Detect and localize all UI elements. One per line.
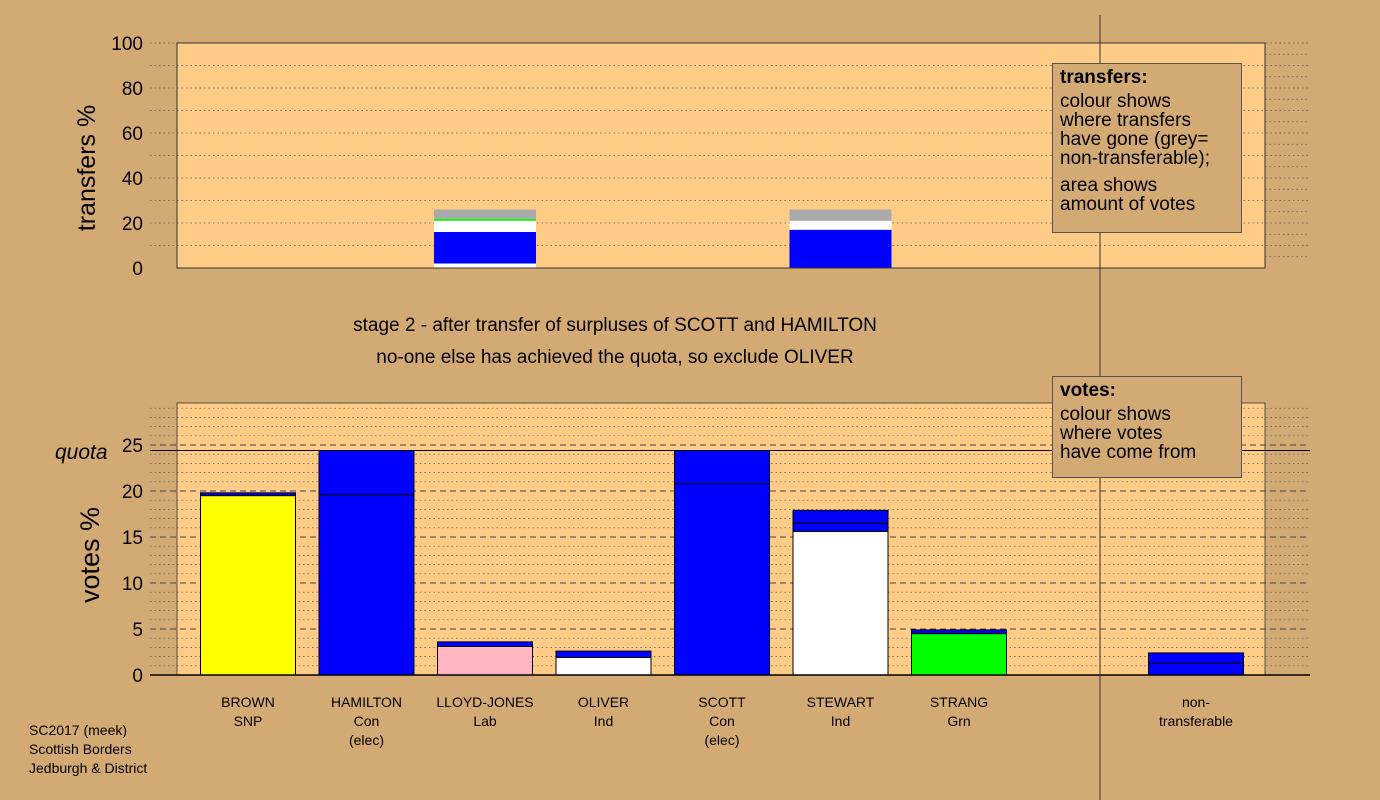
vote-segment [1148,662,1244,676]
top-y-ticks: 0 20 40 60 80 100 [111,34,143,280]
transfers-legend-line: amount of votes [1060,194,1196,215]
top-y-tick-label: 80 [122,79,143,100]
vote-segment [911,633,1007,676]
candidate-label: SCOTT [698,694,746,710]
vote-segment [792,509,889,524]
top-grid [150,42,1310,258]
vote-segment [200,492,296,497]
bottom-y-tick-label: 10 [122,574,143,595]
top-y-tick-label: 40 [122,169,143,190]
transfer-segment [434,218,536,221]
candidate-label: Con [709,713,735,729]
transfers-legend-line: have gone (grey= [1060,129,1209,150]
stage-caption: stage 2 - after transfer of surpluses of… [0,310,1230,374]
vote-segment [792,530,889,676]
candidate-label: non- [1182,694,1210,710]
transfer-segment [434,209,536,219]
candidate-label: Ind [594,713,613,729]
transfer-segment [434,263,536,268]
candidate-label: STEWART [807,694,875,710]
candidate-label: STRANG [930,694,988,710]
votes-legend-title: votes: [1060,380,1116,401]
top-y-tick-label: 60 [122,124,143,145]
bottom-y-ticks: 0 5 10 15 20 25 [122,436,143,687]
vote-segment [200,495,296,676]
candidate-label: Ind [831,713,850,729]
top-y-axis-label: transfers % [73,105,101,231]
vote-segment [437,645,533,676]
transfer-segment [789,220,892,230]
vote-segment [674,483,770,676]
footer-line: SC2017 (meek) [29,722,128,738]
stage-line-2: no-one else has achieved the quota, so e… [376,347,854,368]
votes-legend-line: have come from [1060,442,1197,463]
bottom-y-tick-label: 5 [132,620,143,641]
top-panel-border [176,42,1266,269]
votes-legend-line: colour shows [1060,404,1171,425]
votes-legend-line: where votes [1060,423,1163,444]
top-bars [434,209,892,268]
transfers-legend-line: where transfers [1060,110,1191,131]
vote-segment [1148,652,1244,664]
bottom-bars [200,450,1244,676]
transfer-segment [789,229,892,268]
footer-line: Scottish Borders [29,741,132,757]
transfers-legend-title: transfers: [1060,67,1148,88]
candidate-label: Lab [473,713,497,729]
candidate-labels: BROWN SNP HAMILTON Con (elec) LLOYD-JONES Lab O… [221,694,1233,748]
candidate-label: LLOYD-JONES [436,694,533,710]
transfer-segment [434,220,536,232]
transfers-legend: transfers: colour shows where transfers … [1052,63,1242,233]
vote-segment [318,450,415,496]
transfers-legend-line: area shows [1060,175,1158,196]
vote-segment [792,522,889,532]
bottom-y-tick-label: 20 [122,482,143,503]
bottom-y-tick-label: 0 [132,666,143,687]
top-y-tick-label: 0 [132,259,143,280]
votes-legend: votes: colour shows where votes have com… [1052,376,1242,478]
top-y-tick-label: 100 [111,34,143,55]
vote-segment [555,650,652,659]
quota-label: quota [55,441,108,464]
bottom-y-axis-label: votes % [75,507,105,603]
candidate-label: OLIVER [578,694,629,710]
vote-segment [437,641,533,647]
candidate-label: transferable [1159,713,1233,729]
footer-line: Jedburgh & District [29,760,148,776]
transfer-segment [434,232,536,264]
vote-segment [318,494,415,676]
bottom-y-tick-label: 25 [122,436,143,457]
candidate-label: (elec) [704,732,739,748]
transfers-legend-line: colour shows [1060,91,1171,112]
candidate-label: HAMILTON [331,694,402,710]
vote-segment [911,629,1007,635]
stage-line-1: stage 2 - after transfer of surpluses of… [353,315,877,336]
bottom-y-tick-label: 15 [122,528,143,549]
vote-segment [674,450,770,485]
candidate-label: BROWN [221,694,275,710]
footer-info: SC2017 (meek) Scottish Borders Jedburgh … [29,721,147,778]
top-y-tick-label: 20 [122,214,143,235]
transfers-legend-line: non-transferable); [1060,148,1210,169]
candidate-label: Grn [947,713,970,729]
candidate-label: (elec) [349,732,384,748]
candidate-label: Con [354,713,380,729]
vote-segment [555,657,652,676]
transfer-segment [789,209,892,221]
candidate-label: SNP [234,713,263,729]
